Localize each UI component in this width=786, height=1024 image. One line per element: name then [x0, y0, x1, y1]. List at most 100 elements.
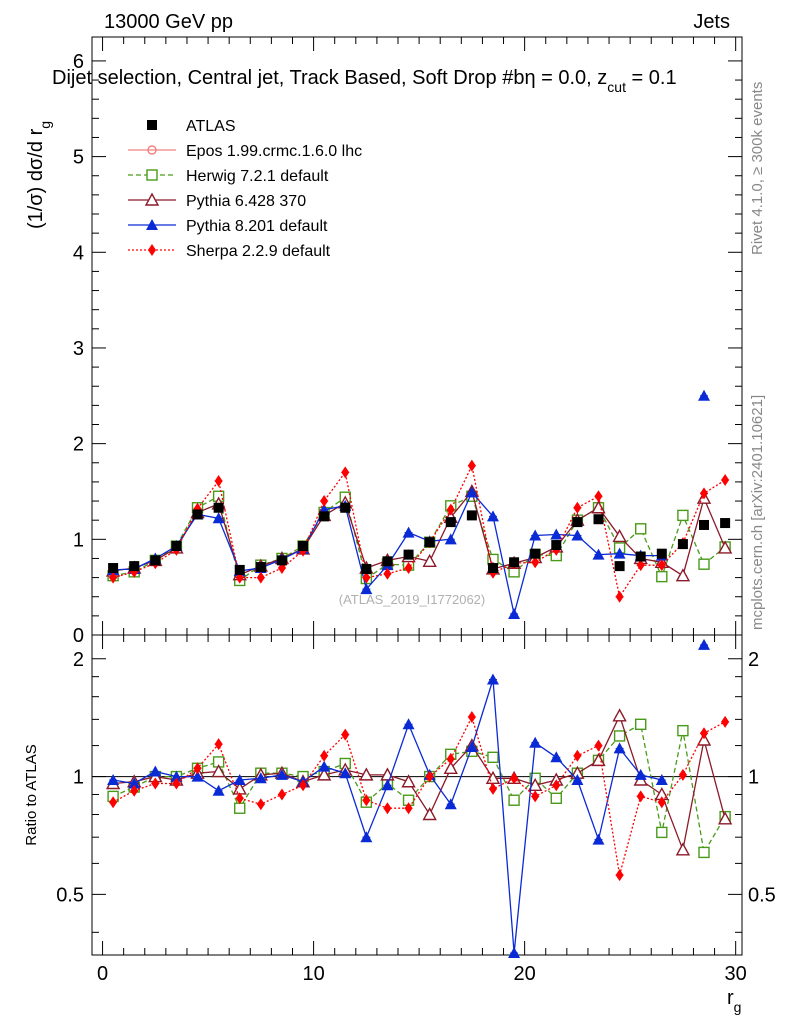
data-point	[656, 826, 668, 839]
data-point	[529, 736, 542, 748]
data-point	[528, 777, 543, 791]
data-point	[717, 811, 733, 825]
data-point	[675, 842, 691, 856]
data-point	[531, 556, 540, 569]
data-point	[655, 773, 668, 785]
y-axis-title-main-text: (1/σ) dσ/d r	[25, 128, 47, 229]
y-axis-title-main-sub: g	[37, 121, 53, 129]
data-point	[299, 779, 308, 792]
data-point	[424, 537, 435, 548]
data-point	[341, 728, 350, 741]
data-point	[677, 509, 689, 522]
rivet-label: Rivet 4.1.0, ≥ 300k events	[749, 82, 766, 255]
data-point	[573, 501, 582, 514]
ratio-tick-label-right: 1	[748, 767, 759, 789]
data-point	[422, 553, 437, 568]
data-point	[466, 510, 477, 521]
x-tick-label: 30	[725, 963, 747, 985]
data-point	[488, 782, 497, 795]
ratio-frame	[91, 634, 743, 956]
data-point	[341, 466, 350, 479]
data-point	[614, 561, 625, 572]
data-point	[594, 490, 603, 503]
data-point	[212, 512, 225, 524]
data-point	[529, 529, 542, 541]
y-tick-label: 6	[73, 51, 84, 73]
x-tick-label: 10	[302, 963, 324, 985]
data-point	[320, 495, 329, 508]
data-point	[591, 752, 606, 767]
data-point	[339, 767, 352, 779]
data-point	[128, 777, 141, 789]
data-point	[635, 551, 646, 562]
data-point	[721, 715, 730, 728]
data-point	[404, 562, 413, 575]
legend-label: Pythia 8.201 default	[186, 218, 328, 235]
data-point	[698, 638, 711, 650]
data-point	[256, 798, 265, 811]
data-point	[191, 770, 204, 782]
data-point	[404, 802, 413, 815]
data-point	[615, 590, 624, 603]
data-point	[193, 762, 202, 775]
legend-marker	[148, 244, 156, 256]
data-point	[531, 790, 540, 803]
data-point	[172, 777, 181, 790]
data-point	[636, 559, 645, 572]
plot-title-main: Dijet selection, Central jet, Track Base…	[52, 67, 524, 89]
data-point	[717, 540, 733, 554]
data-point	[613, 547, 626, 559]
main-panel: 0 1 2 3 4 5 6	[73, 36, 743, 647]
data-point	[508, 794, 520, 806]
data-point	[444, 533, 457, 545]
data-point	[107, 773, 120, 785]
data-point	[508, 947, 521, 958]
y-tick-label: 1	[73, 529, 84, 551]
data-point	[552, 779, 561, 792]
data-point	[720, 518, 731, 529]
ratio-tick-label: 1	[73, 767, 84, 789]
data-point	[721, 473, 730, 486]
data-point	[700, 727, 709, 740]
data-point	[109, 796, 118, 809]
data-point	[571, 773, 584, 785]
data-point	[530, 548, 541, 559]
legend-marker	[144, 192, 160, 206]
data-point	[212, 784, 225, 796]
y-tick-label: 4	[73, 242, 84, 264]
data-point	[382, 556, 393, 567]
data-point	[550, 528, 563, 540]
data-point	[276, 555, 287, 566]
data-point	[192, 509, 203, 520]
x-axis-title-sub: g	[734, 999, 742, 1015]
data-point	[446, 503, 455, 516]
data-point	[360, 831, 373, 843]
legend: ATLAS Epos 1.99.crmc.1.6.0 lhc Herwig 7.2.…	[128, 118, 362, 260]
data-point	[422, 807, 437, 821]
data-point	[635, 523, 647, 535]
data-point	[129, 561, 140, 572]
ratio-panel: 0 10 20 30 0.5 0.5 1 1 2 2	[56, 634, 776, 985]
data-point	[657, 796, 666, 809]
data-point	[360, 583, 373, 595]
data-point	[255, 562, 266, 573]
data-point	[612, 528, 627, 543]
data-point	[319, 511, 330, 522]
data-point	[465, 486, 478, 498]
data-point	[612, 708, 627, 722]
data-point	[487, 563, 498, 574]
data-point	[486, 673, 499, 685]
data-point	[214, 738, 223, 751]
data-point	[402, 526, 415, 538]
plot-title-tail: = 0.1	[626, 67, 677, 89]
y-axis-title-ratio: Ratio to ATLAS	[23, 744, 40, 845]
data-point	[509, 557, 520, 568]
legend-label: Herwig 7.2.1 default	[186, 168, 329, 185]
data-point	[150, 555, 161, 566]
data-point	[593, 514, 604, 525]
data-point	[656, 570, 668, 583]
data-point	[130, 784, 139, 797]
data-point	[211, 764, 226, 778]
data-point	[508, 607, 521, 619]
